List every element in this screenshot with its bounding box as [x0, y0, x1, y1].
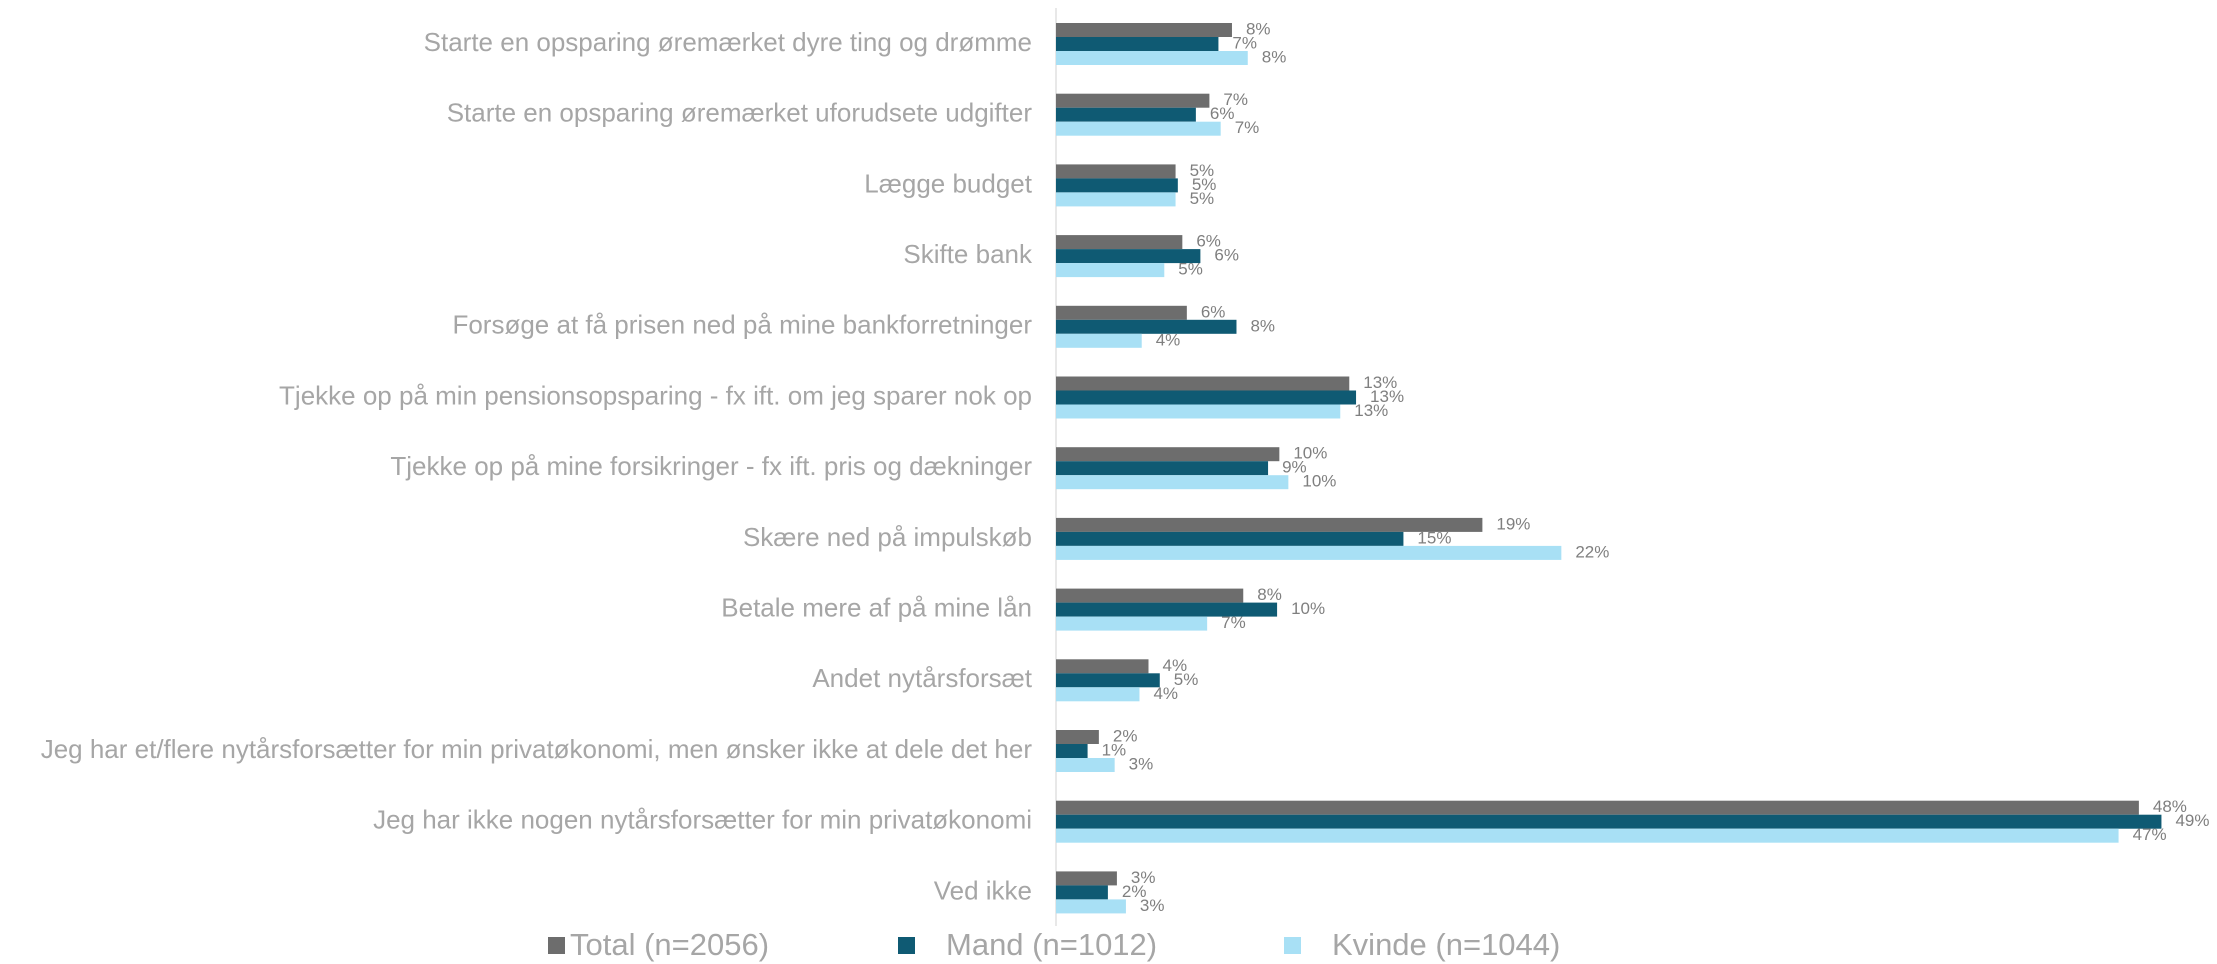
category-label: Forsøge at få prisen ned på mine bankfor… — [452, 310, 1032, 340]
legend-label: Mand (n=1012) — [946, 927, 1157, 962]
bar — [1056, 404, 1341, 419]
bar — [1056, 588, 1244, 603]
category-label: Tjekke op på min pensionsopsparing - fx … — [279, 380, 1032, 410]
value-label: 7% — [1221, 613, 1246, 632]
bar — [1056, 376, 1350, 391]
value-label: 8% — [1250, 316, 1275, 335]
legend-label: Kvinde (n=1044) — [1332, 927, 1560, 962]
value-label: 13% — [1354, 401, 1388, 420]
value-label: 4% — [1153, 684, 1178, 703]
value-label: 15% — [1417, 528, 1451, 547]
legend-swatch — [898, 937, 915, 954]
value-label: 5% — [1190, 161, 1215, 180]
value-label: 9% — [1282, 458, 1307, 477]
legend-swatch — [1284, 937, 1301, 954]
bar — [1056, 390, 1357, 405]
bar — [1056, 461, 1269, 476]
bar — [1056, 758, 1115, 772]
value-label: 22% — [1575, 542, 1609, 561]
category-label: Lægge budget — [864, 168, 1032, 198]
bar — [1056, 23, 1232, 37]
value-label: 3% — [1140, 896, 1165, 915]
bar — [1056, 164, 1176, 179]
value-label: 5% — [1190, 189, 1215, 208]
value-label: 4% — [1156, 330, 1181, 349]
bar — [1056, 899, 1126, 914]
category-label: Starte en opsparing øremærket dyre ting … — [424, 27, 1032, 57]
bar — [1056, 531, 1404, 546]
value-label: 3% — [1129, 754, 1154, 773]
bar — [1056, 319, 1237, 334]
bar — [1056, 545, 1562, 560]
bar — [1056, 602, 1278, 617]
legend-label: Total (n=2056) — [570, 927, 769, 962]
value-label: 47% — [2133, 825, 2167, 844]
bar — [1056, 333, 1142, 348]
bar — [1056, 814, 2162, 829]
bar — [1056, 107, 1196, 122]
bar — [1056, 249, 1201, 264]
category-label: Skære ned på impulskøb — [743, 522, 1032, 552]
value-label: 8% — [1257, 585, 1282, 604]
value-label: 19% — [1496, 514, 1530, 533]
bar — [1056, 730, 1099, 744]
bar — [1056, 475, 1289, 490]
bar — [1056, 687, 1140, 702]
bar — [1056, 263, 1165, 278]
category-label: Jeg har ikke nogen nytårsforsætter for m… — [373, 805, 1032, 835]
value-label: 6% — [1214, 246, 1239, 265]
bar — [1056, 744, 1088, 758]
value-label: 2% — [1122, 882, 1147, 901]
bar — [1056, 235, 1183, 250]
value-label: 5% — [1192, 175, 1217, 194]
category-label: Starte en opsparing øremærket uforudsete… — [447, 98, 1033, 128]
value-label: 10% — [1293, 444, 1327, 463]
category-label: Skifte bank — [903, 239, 1033, 269]
bar — [1056, 659, 1149, 674]
value-label: 6% — [1210, 104, 1235, 123]
bar — [1056, 517, 1483, 532]
category-label: Andet nytårsforsæt — [812, 663, 1032, 693]
value-label: 48% — [2153, 797, 2187, 816]
value-label: 10% — [1291, 599, 1325, 618]
category-label: Tjekke op på mine forsikringer - fx ift.… — [390, 451, 1032, 481]
value-label: 7% — [1223, 90, 1248, 109]
bar — [1056, 121, 1221, 136]
value-label: 6% — [1196, 232, 1221, 251]
bar — [1056, 178, 1178, 193]
value-label: 13% — [1363, 373, 1397, 392]
bar — [1056, 828, 2119, 843]
legend-swatch — [548, 937, 565, 954]
value-label: 13% — [1370, 387, 1404, 406]
bar — [1056, 616, 1208, 631]
value-label: 10% — [1302, 472, 1336, 491]
value-label: 8% — [1246, 19, 1271, 38]
category-label: Jeg har et/flere nytårsforsætter for min… — [41, 734, 1033, 764]
value-label: 7% — [1232, 33, 1257, 52]
bar — [1056, 447, 1280, 462]
category-label: Ved ikke — [934, 875, 1032, 905]
value-label: 2% — [1113, 726, 1138, 745]
bar — [1056, 871, 1117, 886]
value-label: 4% — [1162, 656, 1187, 675]
value-label: 6% — [1201, 302, 1226, 321]
bar — [1056, 37, 1219, 51]
bar — [1056, 885, 1108, 900]
category-label: Betale mere af på mine lån — [721, 592, 1032, 622]
bar — [1056, 93, 1210, 108]
value-label: 7% — [1235, 118, 1260, 137]
value-label: 5% — [1174, 670, 1199, 689]
bar — [1056, 192, 1176, 207]
bar — [1056, 305, 1187, 320]
bar — [1056, 51, 1248, 65]
bar — [1056, 800, 2139, 815]
value-label: 3% — [1131, 868, 1156, 887]
value-label: 8% — [1262, 47, 1287, 66]
value-label: 5% — [1178, 260, 1203, 279]
bar — [1056, 673, 1160, 688]
value-label: 1% — [1102, 740, 1127, 759]
value-label: 49% — [2175, 811, 2209, 830]
